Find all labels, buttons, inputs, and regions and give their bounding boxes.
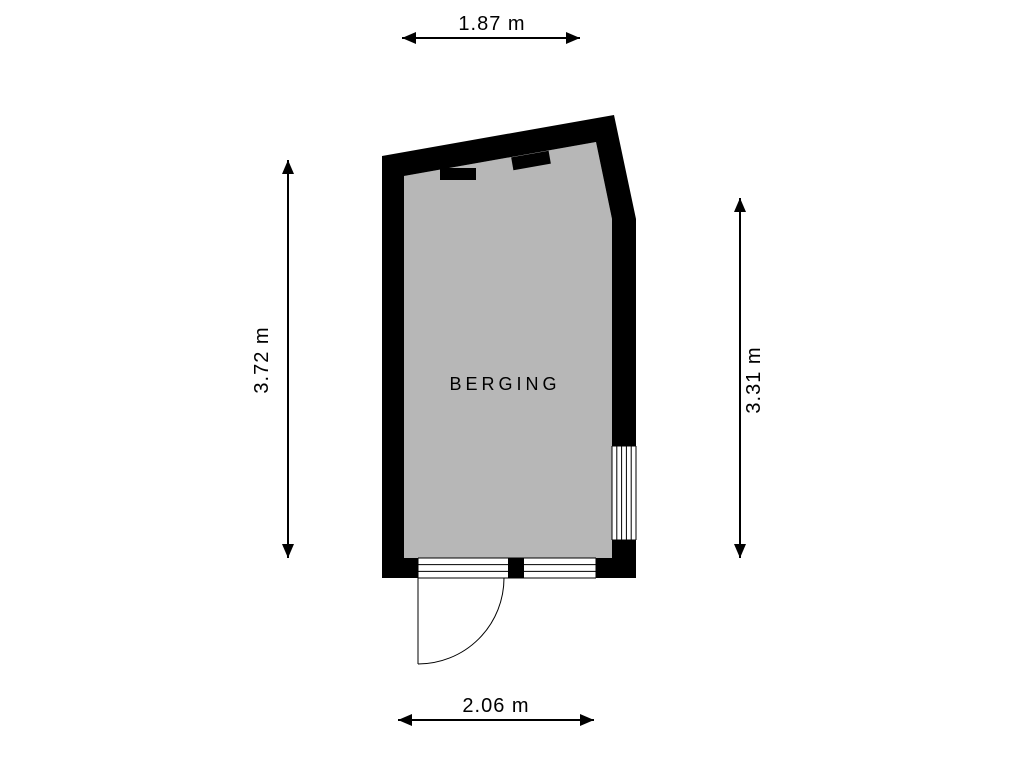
floor-plan: BERGING 1.87 m 2.06 m 3.72 m 3.31 m bbox=[0, 0, 1024, 768]
door bbox=[418, 578, 504, 664]
room-floor bbox=[404, 142, 612, 558]
right-opening bbox=[612, 446, 636, 540]
dimension-top-label: 1.87 m bbox=[458, 13, 525, 35]
dimension-right-label: 3.31 m bbox=[743, 346, 765, 413]
bottom-left-pillar bbox=[382, 558, 418, 578]
dimension-left bbox=[282, 160, 294, 558]
room-label: BERGING bbox=[449, 374, 560, 394]
dimension-bottom-label: 2.06 m bbox=[462, 695, 529, 717]
bottom-mid-pillar bbox=[508, 558, 524, 578]
dimension-left-label: 3.72 m bbox=[251, 326, 273, 393]
bottom-opening bbox=[418, 558, 596, 578]
bottom-right-pillar bbox=[596, 558, 636, 578]
